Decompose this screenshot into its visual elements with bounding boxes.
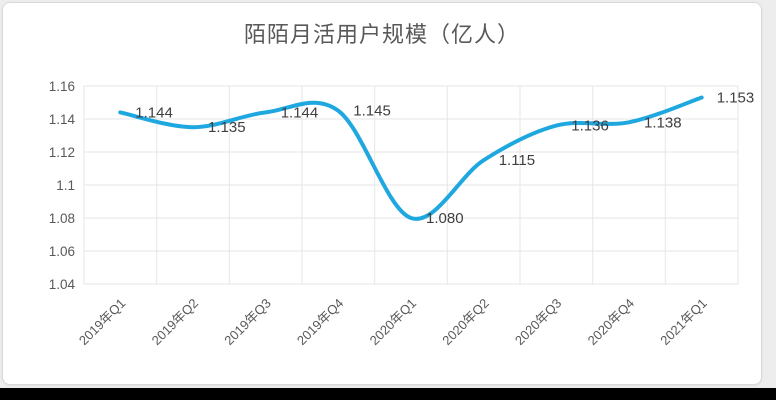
x-axis-tick-label: 2019年Q1 [76, 296, 129, 349]
x-axis-tick-label: 2020年Q2 [439, 296, 492, 349]
data-label: 1.115 [499, 152, 535, 169]
x-axis-tick-label: 2020年Q1 [367, 296, 420, 349]
data-label: 1.144 [281, 104, 319, 121]
x-axis-tick-label: 2019年Q4 [294, 296, 347, 349]
y-axis-tick-label: 1.04 [49, 277, 76, 292]
y-axis-tick-label: 1.14 [49, 112, 76, 127]
x-axis-tick-label: 2020年Q3 [512, 296, 565, 349]
chart-title: 陌陌月活用户规模（亿人） [243, 22, 520, 47]
data-label: 1.080 [426, 210, 464, 227]
series-line [118, 95, 704, 221]
data-label: 1.135 [208, 119, 246, 136]
data-label: 1.144 [135, 104, 173, 121]
data-label: 1.153 [717, 90, 755, 107]
x-axis-tick-label: 2020年Q4 [585, 296, 638, 349]
bottom-black-bar [0, 388, 776, 400]
chart-card: 1.16 1.14 1.12 1.1 1.08 1.06 1.04 2019年Q1 2019年Q… [2, 2, 762, 385]
y-axis-tick-label: 1.06 [49, 244, 75, 259]
x-axis-tick-label: 2021年Q1 [657, 296, 710, 349]
y-axis-tick-label: 1.08 [49, 211, 75, 226]
data-label: 1.136 [571, 118, 609, 135]
data-label: 1.138 [644, 114, 682, 131]
x-axis-tick-label: 2019年Q3 [221, 296, 274, 349]
data-label: 1.145 [353, 103, 391, 120]
y-axis-tick-label: 1.1 [56, 178, 75, 193]
y-axis-tick-label: 1.16 [49, 79, 75, 94]
y-axis-tick-label: 1.12 [49, 145, 75, 160]
x-axis-tick-label: 2019年Q2 [149, 296, 202, 349]
